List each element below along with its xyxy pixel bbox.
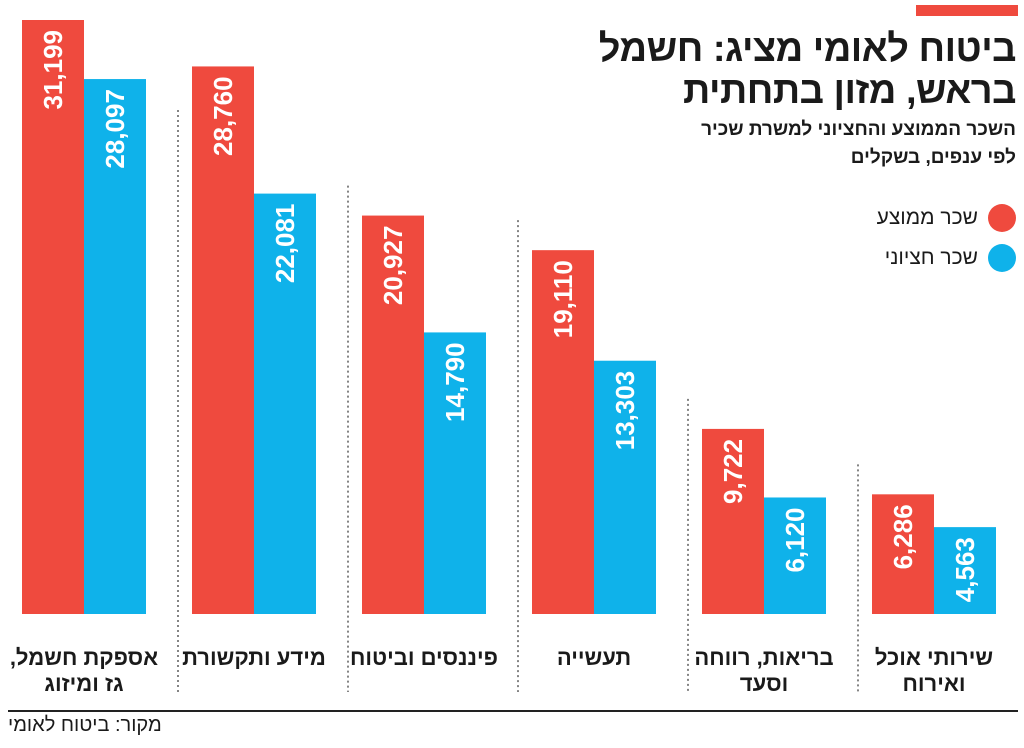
- bottom-rule: [8, 710, 1018, 712]
- category-label: אספקת חשמל,: [10, 645, 158, 670]
- bar-median: [934, 527, 996, 614]
- chart-title: ביטוח לאומי מציג: חשמל בראש, מזון בתחתית: [598, 28, 1017, 112]
- bar-average: [872, 494, 934, 614]
- legend-label-average: שכר ממוצע: [876, 206, 978, 229]
- bar-average: [192, 66, 254, 615]
- bar-median: [424, 332, 486, 614]
- bar-median: [84, 79, 146, 614]
- data-label-median: 4,563: [950, 537, 980, 602]
- legend-item-average: שכר ממוצע: [877, 198, 1016, 238]
- bar-median: [764, 497, 826, 614]
- legend: שכר ממוצע שכר חציוני: [877, 198, 1016, 278]
- bar-average: [702, 428, 764, 614]
- header-accent-bar: [916, 5, 1018, 16]
- category-label: גז ומיזוג: [44, 671, 123, 696]
- bar-average: [532, 250, 594, 615]
- source-note: מקור: ביטוח לאומי: [8, 714, 162, 736]
- category-label: בריאות, רווחה: [694, 645, 833, 670]
- legend-item-median: שכר חציוני: [877, 238, 1016, 278]
- data-label-median: 22,081: [270, 204, 300, 284]
- legend-label-median: שכר חציוני: [884, 246, 978, 269]
- data-label-median: 14,790: [440, 342, 470, 422]
- bar-average: [362, 215, 424, 615]
- category-label: תעשייה: [557, 645, 631, 670]
- bar-median: [254, 193, 316, 614]
- category-label: פיננסים וביטוח: [350, 645, 498, 670]
- data-label-median: 6,120: [780, 507, 810, 572]
- legend-swatch-average: [988, 204, 1016, 232]
- category-label: ואירוח: [902, 671, 965, 696]
- data-label-average: 19,110: [548, 260, 578, 338]
- data-label-average: 28,760: [208, 76, 238, 156]
- category-label: וסעד: [740, 671, 788, 696]
- data-label-median: 13,303: [610, 371, 640, 451]
- data-label-average: 31,199: [38, 30, 68, 110]
- bar-average: [22, 20, 84, 614]
- chart-subtitle: השכר הממוצע והחציוני למשרת שכיר לפי ענפי…: [701, 119, 1016, 168]
- category-label: מידע ותקשורת: [182, 645, 326, 670]
- category-label: שירותי אוכל: [875, 645, 993, 670]
- data-label-median: 28,097: [100, 89, 130, 169]
- data-label-average: 20,927: [378, 226, 408, 306]
- data-label-average: 6,286: [888, 504, 918, 569]
- bar-median: [594, 360, 656, 614]
- data-label-average: 9,722: [718, 439, 748, 504]
- legend-swatch-median: [988, 244, 1016, 272]
